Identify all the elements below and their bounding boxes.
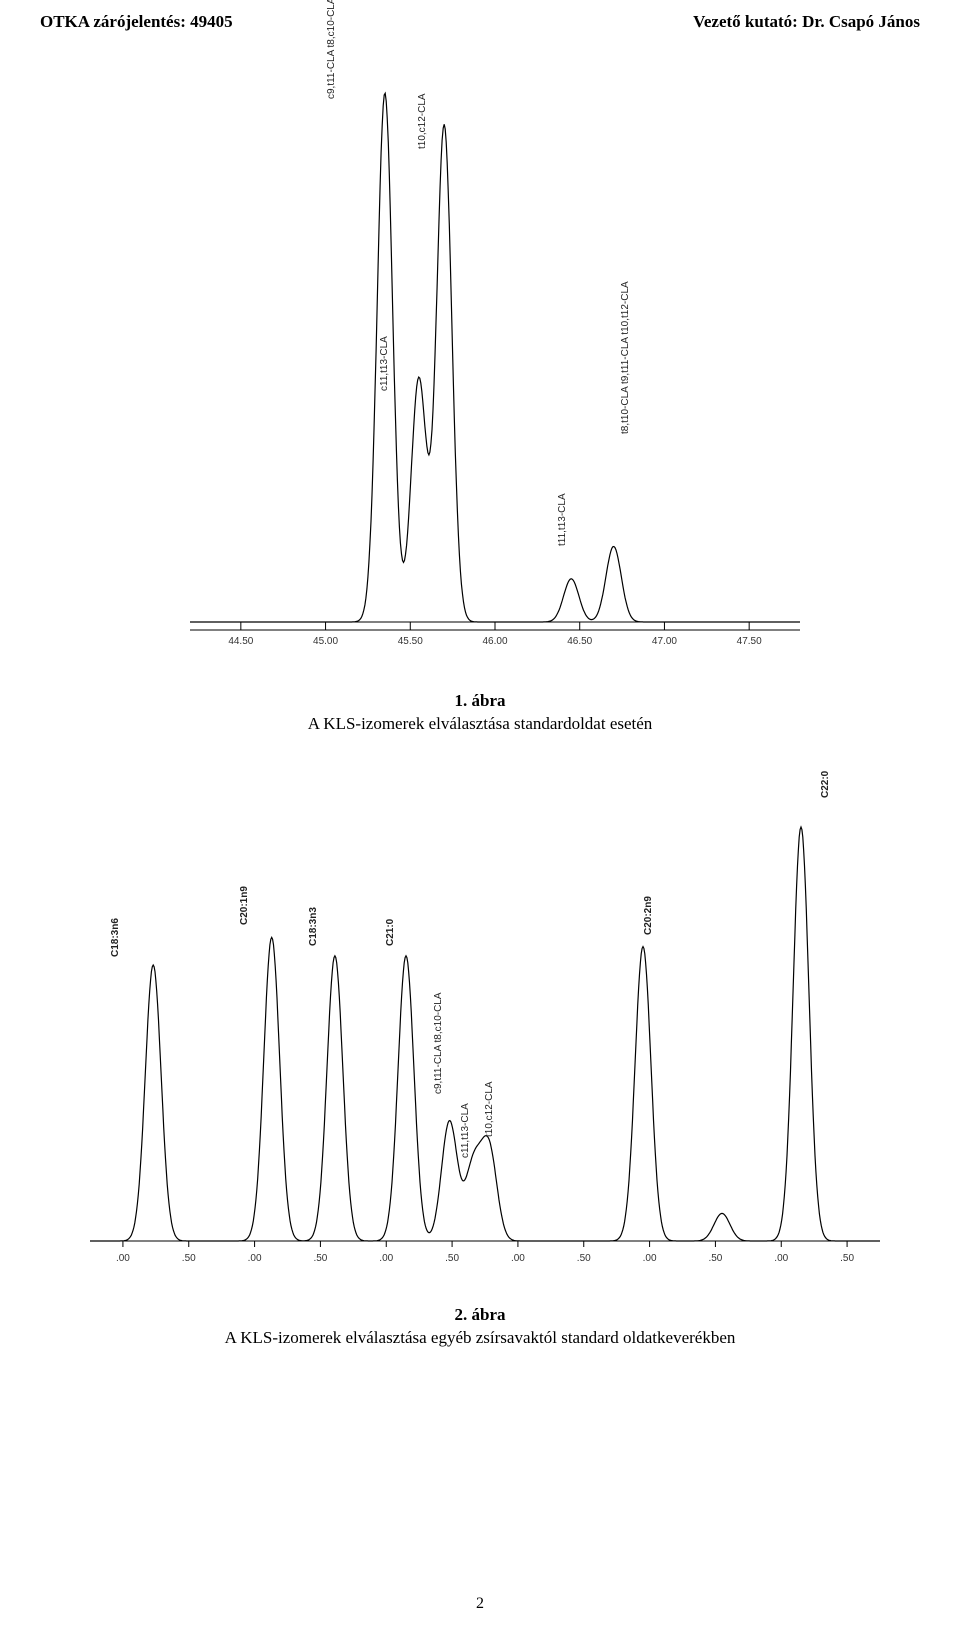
x-tick: 45.00 xyxy=(313,636,338,647)
peak-label: C20:1n9 xyxy=(239,886,250,925)
peak-label: t8,t10-CLA t9,t11-CLA t10,t12-CLA xyxy=(620,281,631,434)
x-tick: .50 xyxy=(577,1253,591,1264)
peak-label: C20:2n9 xyxy=(643,897,654,936)
x-tick: .50 xyxy=(445,1253,459,1264)
header-right: Vezető kutató: Dr. Csapó János xyxy=(693,12,920,32)
figure-2-number: 2. ábra xyxy=(455,1305,506,1324)
x-tick: .00 xyxy=(774,1253,788,1264)
x-tick: 47.50 xyxy=(737,636,762,647)
figure-2-caption: 2. ábra A KLS-izomerek elválasztása egyé… xyxy=(0,1304,960,1350)
x-tick: 44.50 xyxy=(228,636,253,647)
peak-label: t11,t13-CLA xyxy=(557,493,568,546)
peak-label: c9,t11-CLA t8,c10-CLA xyxy=(326,0,337,99)
x-tick: .00 xyxy=(116,1253,130,1264)
chromatogram-1 xyxy=(130,62,830,682)
x-tick: .00 xyxy=(643,1253,657,1264)
x-tick: .50 xyxy=(840,1253,854,1264)
x-tick: .00 xyxy=(379,1253,393,1264)
x-tick: 46.00 xyxy=(482,636,507,647)
x-tick: .50 xyxy=(182,1253,196,1264)
x-tick: .00 xyxy=(248,1253,262,1264)
x-tick: .50 xyxy=(708,1253,722,1264)
figure-1: c9,t11-CLA t8,c10-CLAt10,c12-CLAc11,t13-… xyxy=(130,62,830,682)
page-number: 2 xyxy=(0,1595,960,1613)
peak-label: c11,t13-CLA xyxy=(379,336,390,391)
x-tick: 46.50 xyxy=(567,636,592,647)
figure-1-number: 1. ábra xyxy=(455,691,506,710)
x-tick: .00 xyxy=(511,1253,525,1264)
figure-2: C18:3n6 C20:1n9 C18:3n3 C21:0 c9,t11-CLA t8,… xyxy=(50,766,910,1296)
peak-label: C18:3n3 xyxy=(308,907,319,946)
x-tick: .50 xyxy=(313,1253,327,1264)
figure-2-text: A KLS-izomerek elválasztása egyéb zsírsa… xyxy=(225,1328,736,1347)
peak-label: C18:3n6 xyxy=(110,918,121,957)
chromatogram-2 xyxy=(50,766,910,1296)
peak-label: t10,c12-CLA xyxy=(417,93,428,149)
peak-label: t10,c12-CLA xyxy=(484,1081,495,1137)
peak-label: c9,t11-CLA t8,c10-CLA xyxy=(433,993,444,1095)
figure-1-text: A KLS-izomerek elválasztása standardolda… xyxy=(308,714,653,733)
figure-1-caption: 1. ábra A KLS-izomerek elválasztása stan… xyxy=(0,690,960,736)
x-tick: 45.50 xyxy=(398,636,423,647)
peak-label: C21:0 xyxy=(385,919,396,946)
header-left: OTKA zárójelentés: 49405 xyxy=(40,12,233,32)
x-tick: 47.00 xyxy=(652,636,677,647)
peak-label: C22:0 xyxy=(820,770,831,797)
peak-label: c11,t13-CLA xyxy=(460,1103,471,1158)
